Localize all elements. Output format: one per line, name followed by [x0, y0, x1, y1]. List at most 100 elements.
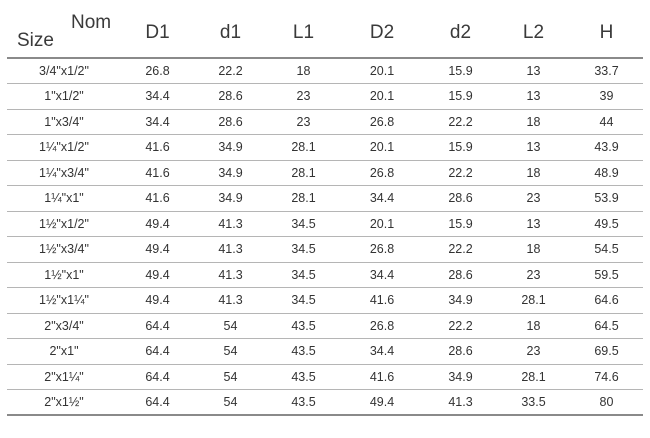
table-row: 1½"x1" 49.4 41.3 34.5 34.4 28.6 23 59.5 — [7, 262, 643, 288]
value-cell-d1: 34.9 — [194, 134, 267, 161]
value-cell-l2: 13 — [497, 58, 570, 84]
value-cell-h: 48.9 — [570, 160, 643, 186]
value-cell-d2: 20.1 — [340, 134, 424, 161]
value-cell-l2: 18 — [497, 160, 570, 186]
value-cell-d2: 34.9 — [424, 364, 497, 390]
table-row: 1½"x3/4" 49.4 41.3 34.5 26.8 22.2 18 54.5 — [7, 236, 643, 263]
table-row: 2"x3/4" 64.4 54 43.5 26.8 22.2 18 64.5 — [7, 313, 643, 339]
value-cell-l1: 43.5 — [267, 313, 340, 339]
value-cell-d2: 22.2 — [424, 313, 497, 339]
value-cell-d1: 41.6 — [121, 134, 194, 161]
value-cell-h: 59.5 — [570, 262, 643, 288]
value-cell-d2: 15.9 — [424, 211, 497, 237]
value-cell-h: 33.7 — [570, 58, 643, 84]
table-body: 3/4"x1/2" 26.8 22.2 18 20.1 15.9 13 33.7 1"x1/2"… — [7, 58, 643, 416]
value-cell-d1: 54 — [194, 338, 267, 365]
value-cell-d1: 64.4 — [121, 338, 194, 365]
value-cell-d1: 28.6 — [194, 83, 267, 110]
value-cell-h: 49.5 — [570, 211, 643, 237]
value-cell-d2: 26.8 — [340, 236, 424, 263]
value-cell-d2: 20.1 — [340, 211, 424, 237]
value-cell-d2: 22.2 — [424, 160, 497, 186]
value-cell-d1: 54 — [194, 313, 267, 339]
table-row: 1½"x1/2" 49.4 41.3 34.5 20.1 15.9 13 49.5 — [7, 211, 643, 237]
value-cell-d1: 41.3 — [194, 211, 267, 237]
value-cell-d1: 34.4 — [121, 83, 194, 110]
value-cell-h: 53.9 — [570, 185, 643, 212]
value-cell-d1: 49.4 — [121, 287, 194, 314]
value-cell-l1: 43.5 — [267, 364, 340, 390]
value-cell-l2: 18 — [497, 109, 570, 135]
value-cell-d1: 64.4 — [121, 364, 194, 390]
value-cell-d1: 49.4 — [121, 211, 194, 237]
value-cell-h: 39 — [570, 83, 643, 110]
value-cell-d2: 26.8 — [340, 160, 424, 186]
value-cell-h: 54.5 — [570, 236, 643, 263]
column-header-H: H — [570, 8, 643, 59]
table-row: 1¼"x3/4" 41.6 34.9 28.1 26.8 22.2 18 48.9 — [7, 160, 643, 186]
value-cell-d1: 41.3 — [194, 287, 267, 314]
corner-header-cell: Nom Size — [7, 8, 121, 59]
value-cell-d1: 49.4 — [121, 236, 194, 263]
table-row: 1¼"x1/2" 41.6 34.9 28.1 20.1 15.9 13 43.9 — [7, 134, 643, 161]
value-cell-l1: 34.5 — [267, 262, 340, 288]
value-cell-d2: 28.6 — [424, 185, 497, 212]
value-cell-d1: 41.3 — [194, 262, 267, 288]
value-cell-d2: 26.8 — [340, 313, 424, 339]
corner-nom-label: Nom — [71, 12, 112, 33]
size-cell: 2"x1½" — [7, 389, 121, 416]
value-cell-l2: 23 — [497, 338, 570, 365]
value-cell-d2: 41.3 — [424, 389, 497, 416]
value-cell-l1: 28.1 — [267, 160, 340, 186]
size-cell: 1¼"x1/2" — [7, 134, 121, 161]
value-cell-l2: 18 — [497, 236, 570, 263]
value-cell-d1: 54 — [194, 389, 267, 416]
size-cell: 1½"x1¼" — [7, 287, 121, 314]
value-cell-l1: 43.5 — [267, 338, 340, 365]
value-cell-l2: 18 — [497, 313, 570, 339]
value-cell-d2: 15.9 — [424, 58, 497, 84]
size-cell: 1½"x3/4" — [7, 236, 121, 263]
column-header-L2: L2 — [497, 8, 570, 59]
value-cell-l1: 28.1 — [267, 134, 340, 161]
value-cell-l1: 34.5 — [267, 236, 340, 263]
table-row: 2"x1½" 64.4 54 43.5 49.4 41.3 33.5 80 — [7, 389, 643, 416]
value-cell-h: 64.6 — [570, 287, 643, 314]
size-cell: 2"x3/4" — [7, 313, 121, 339]
value-cell-h: 64.5 — [570, 313, 643, 339]
table-row: 1¼"x1" 41.6 34.9 28.1 34.4 28.6 23 53.9 — [7, 185, 643, 212]
corner-size-label: Size — [17, 30, 54, 51]
value-cell-d1: 54 — [194, 364, 267, 390]
value-cell-d1: 28.6 — [194, 109, 267, 135]
value-cell-d1: 64.4 — [121, 313, 194, 339]
size-cell: 1¼"x3/4" — [7, 160, 121, 186]
value-cell-h: 69.5 — [570, 338, 643, 365]
table-row: 3/4"x1/2" 26.8 22.2 18 20.1 15.9 13 33.7 — [7, 58, 643, 84]
value-cell-d1: 34.9 — [194, 160, 267, 186]
value-cell-l1: 34.5 — [267, 287, 340, 314]
value-cell-l1: 23 — [267, 83, 340, 110]
value-cell-l1: 34.5 — [267, 211, 340, 237]
value-cell-l2: 23 — [497, 185, 570, 212]
value-cell-d2: 15.9 — [424, 83, 497, 110]
value-cell-d2: 20.1 — [340, 83, 424, 110]
value-cell-d1: 41.6 — [121, 185, 194, 212]
value-cell-d2: 34.4 — [340, 338, 424, 365]
value-cell-d1: 34.4 — [121, 109, 194, 135]
value-cell-h: 74.6 — [570, 364, 643, 390]
table-row: 2"x1" 64.4 54 43.5 34.4 28.6 23 69.5 — [7, 338, 643, 365]
value-cell-d1: 49.4 — [121, 262, 194, 288]
size-cell: 1½"x1/2" — [7, 211, 121, 237]
size-cell: 1"x1/2" — [7, 83, 121, 110]
value-cell-l2: 28.1 — [497, 287, 570, 314]
value-cell-l2: 13 — [497, 83, 570, 110]
size-cell: 1½"x1" — [7, 262, 121, 288]
column-header-d2: d2 — [424, 8, 497, 59]
value-cell-d1: 41.6 — [121, 160, 194, 186]
value-cell-d2: 34.4 — [340, 185, 424, 212]
value-cell-l2: 33.5 — [497, 389, 570, 416]
table-row: 1"x1/2" 34.4 28.6 23 20.1 15.9 13 39 — [7, 83, 643, 110]
value-cell-d1: 34.9 — [194, 185, 267, 212]
value-cell-d1: 22.2 — [194, 58, 267, 84]
